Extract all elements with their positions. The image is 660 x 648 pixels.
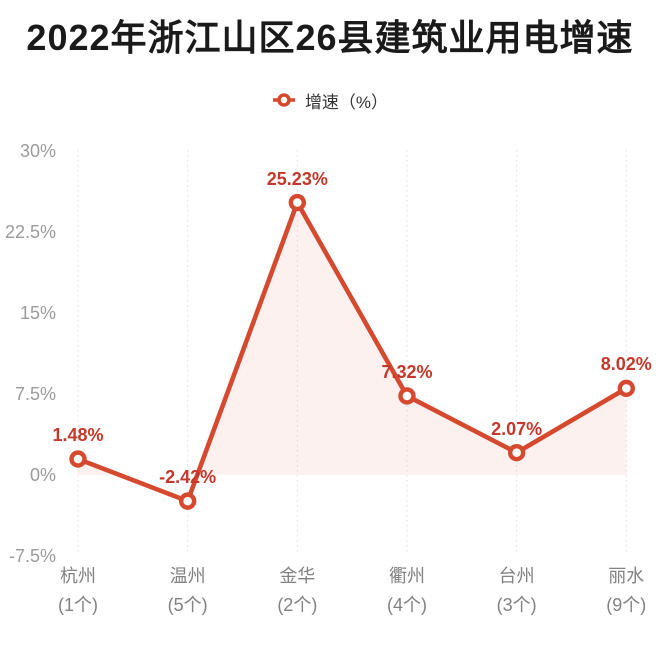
data-point-value-label: 2.07% [491,418,543,439]
data-point-value-label: 1.48% [52,425,104,446]
data-point-value-label: 8.02% [600,354,652,375]
y-axis-tick-label: 22.5% [4,222,56,242]
data-point-marker[interactable] [617,379,635,398]
legend-label: 增速（%） [304,92,389,112]
data-point-value-label: 25.23% [266,168,328,189]
x-axis-category-label: 台州 (3个) [497,562,537,620]
category-name: 金华 [279,566,316,586]
category-count: (5个) [167,595,208,615]
data-point-marker[interactable] [69,450,87,468]
line-series-legend-icon [272,93,295,107]
category-name: 衢州 [388,566,425,586]
data-point-value-label: 7.32% [381,361,433,382]
series-group [69,193,635,510]
y-axis-tick-label: 0% [29,465,56,485]
category-count: (2个) [277,595,318,615]
x-axis-category-label: 温州 (5个) [168,562,208,620]
category-count: (1个) [58,595,98,615]
x-axis-category-label: 金华 (2个) [277,562,317,620]
legend-item-growth-rate[interactable]: 增速（%） [0,88,660,112]
category-name: 台州 [498,566,535,586]
y-axis-tick-label: 15% [19,303,56,323]
category-count: (3个) [496,595,537,615]
series-area-fill [78,202,627,475]
category-name: 温州 [169,566,206,586]
y-axis-tick-label: 7.5% [14,384,56,404]
data-point-value-label: -2.42% [159,467,217,488]
x-axis-category-label: 丽水 (9个) [606,562,646,620]
y-axis-tick-label: -7.5% [8,546,56,566]
category-count: (9个) [606,595,647,615]
data-point-marker[interactable] [398,387,416,405]
x-axis-category-label: 衢州 (4个) [387,562,427,620]
category-name: 杭州 [60,566,96,586]
category-count: (4个) [386,595,427,615]
data-point-marker[interactable] [178,492,197,510]
chart-title: 2022年浙江山区26县建筑业用电增速 [26,17,634,58]
category-name: 丽水 [608,566,645,586]
data-point-marker[interactable] [507,443,526,462]
y-axis-tick-label: 30% [19,141,56,161]
x-axis-category-label: 杭州 (1个) [58,562,98,620]
data-point-marker[interactable] [288,193,307,212]
series-line [75,200,629,504]
